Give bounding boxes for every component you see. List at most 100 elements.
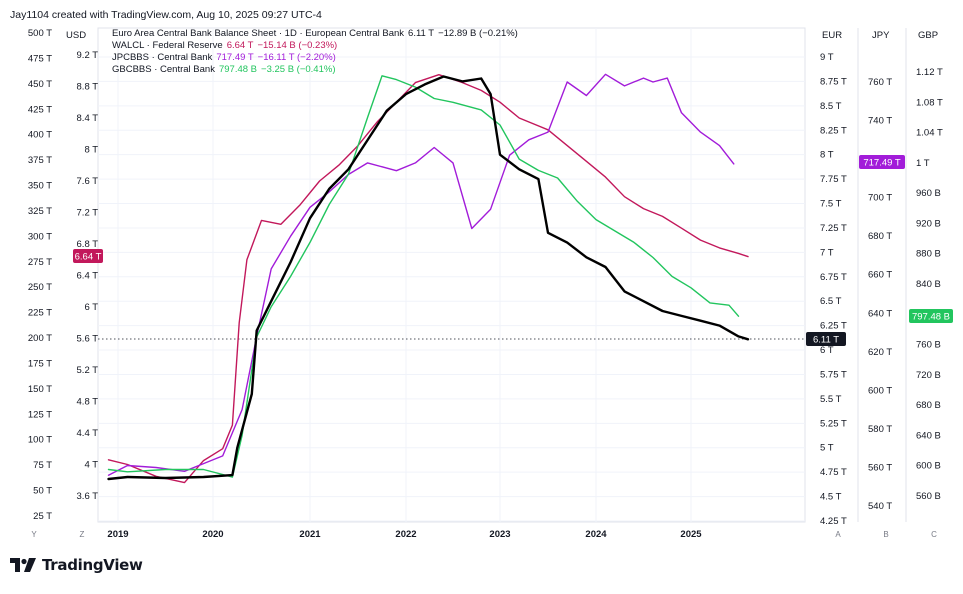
axis-letter: Z <box>80 530 85 539</box>
eur-tick: 4.5 T <box>820 492 842 503</box>
usd-tick: 5.6 T <box>77 334 99 345</box>
eur-tick: 8.5 T <box>820 101 842 112</box>
legend-item[interactable]: GBCBBS · Central Bank 797.48 B −3.25 B (−0… <box>112 64 335 75</box>
usd-left-tick: 475 T <box>28 53 52 64</box>
usd-left-tick: 150 T <box>28 384 52 395</box>
usd-left-tick: 250 T <box>28 282 52 293</box>
badge-bg <box>859 155 905 169</box>
badge-text: 717.49 T <box>863 158 901 169</box>
gbp-tick: 720 B <box>916 370 941 381</box>
eur-tick: 6.5 T <box>820 296 842 307</box>
usd-left-tick: 175 T <box>28 358 52 369</box>
eur-tick: 6.25 T <box>820 321 847 332</box>
gbp-tick: 1.04 T <box>916 128 943 139</box>
plot-frame <box>97 27 806 523</box>
jpy-tick: 540 T <box>868 501 892 512</box>
legend-change: −3.25 B (−0.41%) <box>261 64 336 75</box>
legend-label: WALCL · Federal Reserve <box>112 40 223 51</box>
gridlines <box>97 27 907 523</box>
x-tick-2019: 2019 <box>107 529 128 540</box>
jpy-tick: 660 T <box>868 270 892 281</box>
axis-letter: Y <box>31 530 37 539</box>
badge-bg <box>73 249 103 263</box>
gbp-tick: 680 B <box>916 400 941 411</box>
axis-labels: 500 T 475 T 450 T 425 T 400 T 375 T 350 T 325 T… <box>28 28 943 540</box>
usd-tick: 6.4 T <box>77 271 99 282</box>
eur-tick: 8.75 T <box>820 76 847 87</box>
eur-tick: 6.75 T <box>820 272 847 283</box>
jpy-tick: 760 T <box>868 77 892 88</box>
jpy-axis-header: JPY <box>872 30 890 41</box>
tradingview-icon <box>10 558 36 572</box>
axis-letter: B <box>883 530 888 539</box>
eur-tick: 6 T <box>820 345 834 356</box>
legend-label: GBCBBS · Central Bank <box>112 64 215 75</box>
legend-change: −12.89 B (−0.21%) <box>438 28 518 39</box>
axis-letter: C <box>931 530 937 539</box>
usd-tick: 4.8 T <box>77 397 99 408</box>
usd-tick: 4.4 T <box>77 428 99 439</box>
x-tick-2023: 2023 <box>489 529 510 540</box>
usd-axis-header: USD <box>66 30 86 41</box>
legend-label: Euro Area Central Bank Balance Sheet · 1… <box>112 28 405 39</box>
eur-tick: 4.75 T <box>820 467 847 478</box>
badge-bg <box>909 309 953 323</box>
legend-item[interactable]: Euro Area Central Bank Balance Sheet · 1… <box>112 28 518 39</box>
eur-tick: 5.5 T <box>820 394 842 405</box>
eur-tick: 5 T <box>820 443 834 454</box>
jpy-tick: 560 T <box>868 462 892 473</box>
tradingview-wordmark: TradingView <box>42 556 143 574</box>
eur-tick: 8 T <box>820 150 834 161</box>
x-tick-2025: 2025 <box>680 529 702 540</box>
eur-tick: 5.25 T <box>820 418 847 429</box>
series-line-eur <box>107 75 750 481</box>
x-tick-2024: 2024 <box>585 529 607 540</box>
legend-item[interactable]: WALCL · Federal Reserve 6.64 T −15.14 B (−… <box>112 40 337 51</box>
usd-left-tick: 400 T <box>28 130 52 141</box>
eur-tick: 5.75 T <box>820 369 847 380</box>
usd-tick: 8.4 T <box>77 113 99 124</box>
x-tick-2022: 2022 <box>395 529 416 540</box>
gbp-tick: 840 B <box>916 279 941 290</box>
usd-tick: 6 T <box>84 302 98 313</box>
jpy-tick: 680 T <box>868 231 892 242</box>
gbp-tick: 1 T <box>916 158 930 169</box>
gbp-tick: 1.12 T <box>916 67 943 78</box>
eur-tick: 7.5 T <box>820 199 842 210</box>
axis-letter: A <box>835 530 841 539</box>
badge-GBCBBS: 797.48 B <box>909 309 953 323</box>
x-tick-2021: 2021 <box>299 529 321 540</box>
jpy-tick: 640 T <box>868 308 892 319</box>
gbp-tick: 1.08 T <box>916 97 943 108</box>
badge-bg <box>806 332 846 346</box>
usd-left-tick: 125 T <box>28 409 52 420</box>
legend-value: 717.49 T <box>216 52 254 63</box>
badge-text: 797.48 B <box>912 312 950 323</box>
tradingview-logo[interactable]: TradingView <box>10 556 143 574</box>
jpy-tick: 580 T <box>868 424 892 435</box>
series-group <box>107 73 750 484</box>
series-line-jpy <box>107 73 735 476</box>
legend-item[interactable]: JPCBBS · Central Bank 717.49 T −16.11 T (−… <box>112 52 336 63</box>
usd-left-tick: 50 T <box>33 486 52 497</box>
usd-tick: 7.2 T <box>77 208 99 219</box>
chart-credit: Jay1104 created with TradingView.com, Au… <box>10 9 322 21</box>
badge-text: 6.64 T <box>75 252 102 263</box>
jpy-tick: 600 T <box>868 385 892 396</box>
usd-tick: 5.2 T <box>77 365 99 376</box>
legend-value: 6.11 T <box>408 28 435 39</box>
legend-value: 797.48 B <box>218 64 258 75</box>
usd-left-tick: 275 T <box>28 257 52 268</box>
x-tick-2020: 2020 <box>202 529 223 540</box>
usd-left-tick: 225 T <box>28 308 52 319</box>
series-line-usd <box>107 73 749 484</box>
gbp-tick: 960 B <box>916 188 941 199</box>
legend-label: JPCBBS · Central Bank <box>112 52 213 63</box>
badge-text: 6.11 T <box>813 335 839 346</box>
jpy-tick: 620 T <box>868 347 892 358</box>
badge-ECB: 6.11 T <box>806 332 846 346</box>
badge-WALCL: 6.64 T <box>73 249 103 263</box>
usd-tick: 3.6 T <box>77 491 99 502</box>
eur-axis-header: EUR <box>822 30 842 41</box>
